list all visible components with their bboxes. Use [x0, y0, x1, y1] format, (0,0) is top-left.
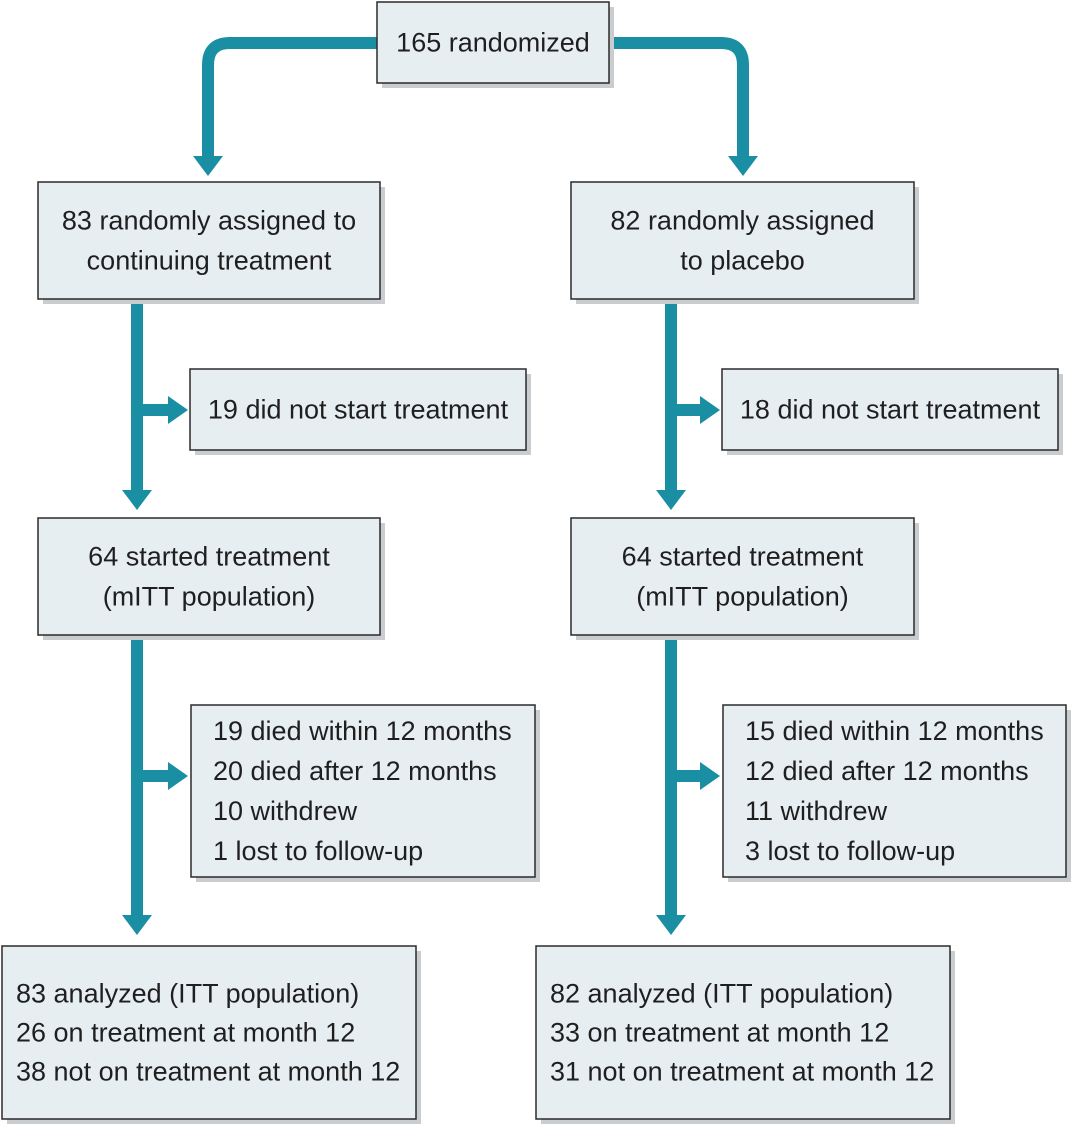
arrow-right-icon	[700, 762, 720, 790]
connector-randomized-to-placebo	[609, 37, 749, 156]
arrow-down-icon	[656, 915, 686, 935]
arm-treatment-outcomes-line: 19 died within 12 months	[213, 716, 512, 746]
box-frame	[570, 517, 915, 636]
arm-treatment-started-line: 64 started treatment	[88, 542, 330, 572]
arm-placebo-outcomes-line: 15 died within 12 months	[745, 716, 1044, 746]
arm-treatment-outcomes-box: 19 died within 12 months 20 died after 12…	[190, 704, 540, 882]
arm-treatment-assigned-box: 83 randomly assigned to continuing treatm…	[37, 181, 385, 304]
arm-treatment-not-started-line: 19 did not start treatment	[208, 395, 509, 425]
arm-treatment-outcomes-line: 1 lost to follow-up	[213, 836, 423, 866]
arm-placebo-outcomes-box: 15 died within 12 months 12 died after 12…	[722, 704, 1071, 882]
arm-placebo-not-started-line: 18 did not start treatment	[740, 395, 1041, 425]
box-frame	[1, 945, 417, 1120]
arrow-down-icon	[122, 915, 152, 935]
arm-placebo-started-line: (mITT population)	[636, 582, 849, 612]
box-frame	[721, 368, 1059, 451]
box-frame	[37, 517, 381, 636]
arm-placebo-analyzed-line: 82 analyzed (ITT population)	[550, 979, 893, 1009]
arm-treatment-started-line: (mITT population)	[103, 582, 316, 612]
box-frame	[570, 181, 915, 300]
arrow-down-icon	[122, 490, 152, 510]
arm-placebo-started-box: 64 started treatment (mITT population)	[570, 517, 919, 640]
arm-treatment-not-started-box: 19 did not start treatment	[189, 368, 531, 455]
arrow-down-icon	[728, 156, 758, 176]
arm-treatment-outcomes-line: 20 died after 12 months	[213, 756, 497, 786]
randomized-box: 165 randomized	[376, 1, 614, 88]
box-frame	[722, 704, 1067, 878]
arm-placebo-outcomes-line: 3 lost to follow-up	[745, 836, 955, 866]
arm-treatment-outcomes-line: 10 withdrew	[213, 796, 358, 826]
randomized-line: 165 randomized	[396, 28, 590, 58]
arrow-right-icon	[168, 762, 188, 790]
arm-treatment-started-box: 64 started treatment (mITT population)	[37, 517, 385, 640]
arm-placebo-analyzed-box: 82 analyzed (ITT population) 33 on treatm…	[535, 945, 955, 1124]
box-frame	[190, 704, 536, 878]
connector-randomized-to-treatment	[202, 37, 377, 156]
box-frame	[37, 181, 381, 300]
arrow-down-icon	[656, 490, 686, 510]
arrow-right-icon	[168, 396, 188, 424]
arm-placebo-started-line: 64 started treatment	[622, 542, 864, 572]
connectors	[122, 37, 758, 935]
arrow-down-icon	[193, 156, 223, 176]
arm-treatment-analyzed-line: 38 not on treatment at month 12	[16, 1057, 400, 1087]
boxes: 165 randomized 83 randomly assigned to con…	[1, 1, 1071, 1124]
arm-treatment-assigned-line: 83 randomly assigned to	[62, 206, 356, 236]
arm-placebo-assigned-line: 82 randomly assigned	[610, 206, 874, 236]
arm-treatment-analyzed-line: 83 analyzed (ITT population)	[16, 979, 359, 1009]
arm-treatment-analyzed-box: 83 analyzed (ITT population) 26 on treatm…	[1, 945, 421, 1124]
arm-treatment-analyzed-line: 26 on treatment at month 12	[16, 1018, 355, 1048]
arm-placebo-analyzed-line: 33 on treatment at month 12	[550, 1018, 889, 1048]
arm-placebo-outcomes-line: 11 withdrew	[745, 796, 888, 826]
box-frame	[535, 945, 951, 1120]
arm-placebo-outcomes-line: 12 died after 12 months	[745, 756, 1029, 786]
box-frame	[189, 368, 527, 451]
arm-placebo-analyzed-line: 31 not on treatment at month 12	[550, 1057, 934, 1087]
arrow-right-icon	[700, 396, 720, 424]
arm-treatment-assigned-line: continuing treatment	[87, 246, 332, 276]
arm-placebo-assigned-line: to placebo	[680, 246, 805, 276]
arm-placebo-assigned-box: 82 randomly assigned to placebo	[570, 181, 919, 304]
box-frame	[376, 1, 610, 84]
arm-placebo-not-started-box: 18 did not start treatment	[721, 368, 1063, 455]
